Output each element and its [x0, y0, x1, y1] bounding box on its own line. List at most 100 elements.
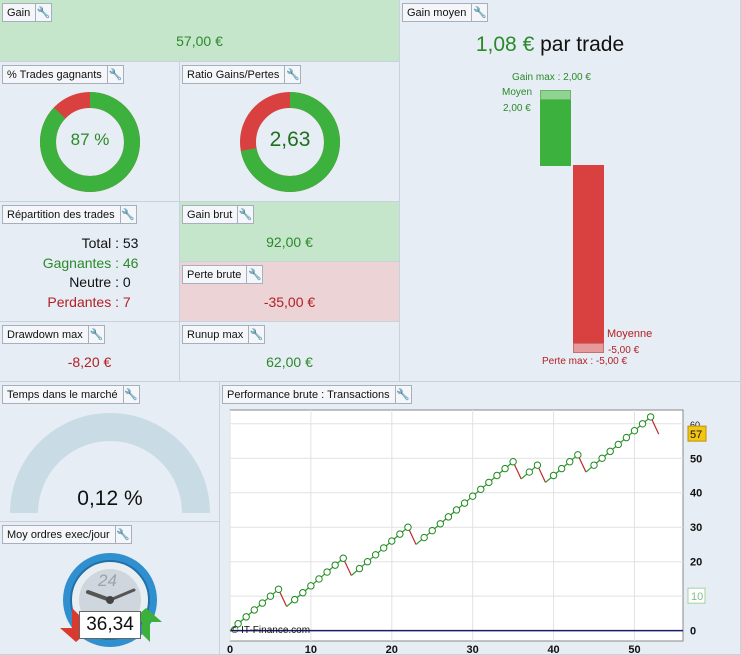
trade-point	[646, 413, 655, 421]
wrench-icon[interactable]: 🔧	[248, 326, 265, 343]
trade-point	[299, 589, 307, 597]
row-value: 7	[122, 293, 131, 310]
trade-point	[525, 468, 534, 476]
row-value: 0	[122, 274, 131, 290]
trade-point	[420, 533, 428, 542]
ordres-title: Moy ordres exec/jour	[7, 528, 110, 541]
trade-point	[638, 420, 647, 428]
trade-point	[444, 513, 453, 521]
y-tick-label: 60	[690, 420, 700, 430]
trade-point	[566, 458, 574, 466]
trade-point	[250, 606, 258, 614]
trade-point	[242, 613, 250, 621]
runup-title: Runup max	[187, 328, 244, 341]
perf-tab[interactable]: Performance brute : Transactions 🔧	[222, 385, 412, 404]
wrench-icon[interactable]: 🔧	[87, 326, 104, 343]
trade-point	[355, 564, 364, 573]
marker-label-box	[687, 587, 706, 604]
ratio-tab[interactable]: Ratio Gains/Pertes 🔧	[182, 65, 302, 84]
trade-point	[396, 530, 404, 538]
trade-point	[323, 568, 331, 576]
x-tick-label: 10	[305, 644, 317, 655]
trade-point	[460, 499, 469, 507]
wrench-icon[interactable]: 🔧	[106, 66, 123, 83]
trade-point	[533, 461, 542, 469]
pct-trades-title: % Trades gagnants	[7, 68, 102, 81]
wrench-icon[interactable]: 🔧	[119, 206, 136, 223]
repartition-title: Répartition des trades	[7, 208, 115, 221]
drawdown-value: -8,20 €	[67, 354, 112, 370]
ratio-panel: Ratio Gains/Pertes 🔧 2,63	[180, 62, 400, 202]
pct-trades-tab[interactable]: % Trades gagnants 🔧	[2, 65, 124, 84]
marker-label: 10	[691, 591, 703, 603]
perte-brute-value: -35,00 €	[263, 294, 316, 310]
wrench-icon[interactable]: 🔧	[394, 386, 411, 403]
trade-point	[315, 575, 323, 583]
perf-panel: Performance brute : Transactions 🔧 0 20 30 4…	[220, 382, 741, 655]
gain-panel: Gain 🔧 57,00 €	[0, 0, 400, 62]
moyenne-label: Moyenne	[607, 328, 653, 340]
gain-brut-value: 92,00 €	[266, 234, 313, 250]
gain-moyen-panel: Gain moyen 🔧 1,08 € par trade Gain max : …	[400, 0, 741, 382]
repartition-row-gagnantes: Gagnantes : 46	[0, 254, 179, 274]
gain-moyen-tab[interactable]: Gain moyen 🔧	[402, 3, 489, 22]
wrench-icon[interactable]: 🔧	[122, 386, 139, 403]
watermark: © IT-Finance.com	[231, 625, 311, 636]
ratio-value: 2,63	[269, 128, 311, 151]
ordres-tab[interactable]: Moy ordres exec/jour 🔧	[2, 525, 132, 544]
wrench-icon[interactable]: 🔧	[237, 206, 254, 223]
moyen-label: Moyen	[502, 87, 533, 98]
x-tick-label: 50	[628, 644, 640, 655]
trade-point	[590, 461, 598, 469]
pct-trades-panel: % Trades gagnants 🔧 87 %	[0, 62, 180, 202]
repartition-panel: Répartition des trades 🔧 Total : 53 Gagna…	[0, 202, 180, 322]
wrench-icon[interactable]: 🔧	[284, 66, 301, 83]
row-label: Perdantes :	[47, 293, 119, 310]
clock-minute-hand	[108, 588, 136, 602]
trade-point	[258, 599, 267, 607]
last-value-label: 57	[690, 429, 702, 441]
row-label: Gagnantes :	[42, 254, 119, 271]
x-tick-label: 0	[227, 644, 233, 655]
trade-point	[606, 447, 614, 456]
repartition-tab[interactable]: Répartition des trades 🔧	[2, 205, 137, 224]
gain-tab[interactable]: Gain 🔧	[2, 3, 53, 22]
gain-brut-tab[interactable]: Gain brut 🔧	[182, 205, 255, 224]
trade-point	[291, 595, 299, 604]
repartition-table: Total : 53 Gagnantes : 46 Neutre : 0 Per…	[0, 234, 179, 312]
clock-number: 24	[98, 571, 117, 590]
gain-moyen-headline: 1,08 € par trade	[400, 33, 700, 57]
gauge-arc	[10, 413, 210, 513]
perf-title: Performance brute : Transactions	[227, 388, 390, 401]
y-tick-label: 40	[690, 488, 702, 500]
wrench-icon[interactable]: 🔧	[114, 526, 131, 543]
ordres-panel: Moy ordres exec/jour 🔧 24 36,34	[0, 522, 220, 655]
trade-point	[436, 520, 445, 528]
wrench-icon[interactable]: 🔧	[471, 4, 488, 21]
drawdown-tab[interactable]: Drawdown max 🔧	[2, 325, 105, 344]
gain-bar	[540, 100, 571, 166]
trade-point	[549, 471, 558, 480]
temps-title: Temps dans le marché	[7, 388, 118, 401]
trade-point	[574, 451, 582, 459]
row-value: 46	[122, 254, 139, 271]
row-label: Total :	[81, 235, 119, 251]
wrench-icon[interactable]: 🔧	[246, 266, 263, 283]
temps-tab[interactable]: Temps dans le marché 🔧	[2, 385, 140, 404]
trade-point	[339, 554, 347, 562]
trade-point	[493, 471, 501, 480]
y-tick-label: 30	[690, 522, 702, 534]
perte-max-cap	[573, 343, 604, 353]
pct-trades-value: 87 %	[70, 130, 110, 149]
perte-brute-tab[interactable]: Perte brute 🔧	[182, 265, 264, 284]
repartition-row-neutre: Neutre : 0	[0, 273, 179, 293]
gain-moyen-amount: 1,08 €	[475, 33, 535, 56]
y-tick-label: 0	[690, 626, 696, 638]
wrench-icon[interactable]: 🔧	[35, 4, 52, 21]
moyenne-value: -5,00 €	[608, 345, 640, 356]
pct-trades-donut	[40, 92, 140, 192]
moyen-value: 2,00 €	[503, 103, 531, 114]
win-arc	[40, 92, 140, 192]
trade-point	[630, 426, 639, 435]
runup-tab[interactable]: Runup max 🔧	[182, 325, 266, 344]
